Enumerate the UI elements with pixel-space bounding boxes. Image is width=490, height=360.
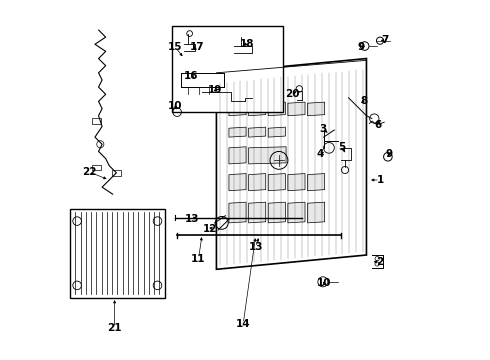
Polygon shape xyxy=(268,102,285,116)
Polygon shape xyxy=(248,202,266,223)
Text: 6: 6 xyxy=(374,120,382,130)
Text: 4: 4 xyxy=(317,149,324,159)
Polygon shape xyxy=(308,102,325,116)
Bar xyxy=(93,165,101,170)
Polygon shape xyxy=(248,127,266,137)
Text: 17: 17 xyxy=(190,42,204,52)
Text: 11: 11 xyxy=(191,253,206,264)
Polygon shape xyxy=(229,202,246,223)
Text: 22: 22 xyxy=(82,167,97,177)
Polygon shape xyxy=(268,174,285,191)
Text: 9: 9 xyxy=(386,149,392,159)
Text: 1: 1 xyxy=(376,175,384,185)
Text: 21: 21 xyxy=(107,323,122,333)
Text: 12: 12 xyxy=(203,224,217,234)
Text: 3: 3 xyxy=(319,124,326,134)
Text: 15: 15 xyxy=(168,42,183,52)
Text: 19: 19 xyxy=(207,85,222,95)
Polygon shape xyxy=(248,102,266,116)
Bar xyxy=(70,208,165,298)
Text: 20: 20 xyxy=(285,89,299,99)
FancyBboxPatch shape xyxy=(172,26,283,112)
Polygon shape xyxy=(229,174,246,191)
Polygon shape xyxy=(288,202,305,223)
Text: 18: 18 xyxy=(240,39,254,49)
Polygon shape xyxy=(288,102,305,116)
Polygon shape xyxy=(308,202,325,223)
Text: 7: 7 xyxy=(382,35,389,45)
Polygon shape xyxy=(229,102,246,116)
Polygon shape xyxy=(308,174,325,191)
Polygon shape xyxy=(268,202,285,223)
Polygon shape xyxy=(268,127,285,137)
Text: 16: 16 xyxy=(184,71,198,81)
Polygon shape xyxy=(229,127,246,137)
Bar xyxy=(93,118,101,124)
Text: 5: 5 xyxy=(339,142,346,152)
Polygon shape xyxy=(248,147,286,164)
Text: 13: 13 xyxy=(248,242,263,252)
Text: 8: 8 xyxy=(360,96,368,106)
Text: 2: 2 xyxy=(376,257,384,267)
Text: 14: 14 xyxy=(236,319,250,329)
Polygon shape xyxy=(229,147,246,164)
Text: 9: 9 xyxy=(358,42,365,52)
Text: 10: 10 xyxy=(317,278,331,288)
Polygon shape xyxy=(248,174,266,191)
Text: 13: 13 xyxy=(185,213,199,224)
Polygon shape xyxy=(288,174,305,191)
Bar xyxy=(112,170,121,176)
Text: 10: 10 xyxy=(168,102,183,111)
